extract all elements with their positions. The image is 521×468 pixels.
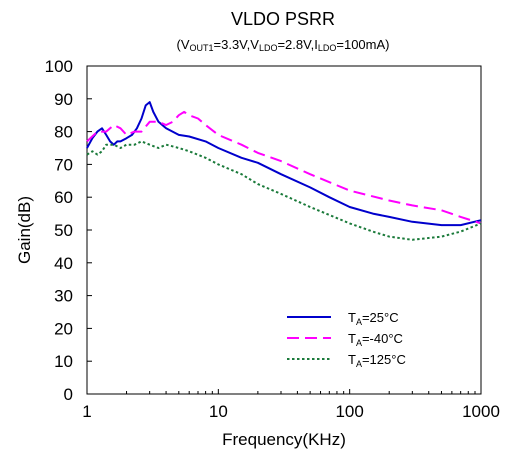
series-lines bbox=[86, 101, 482, 241]
series-line-2 bbox=[86, 110, 482, 225]
series-line-3 bbox=[86, 140, 482, 241]
legend-label-2: TA=-40°C bbox=[348, 331, 403, 348]
subtitle-ildo-val: =100mA) bbox=[336, 37, 389, 52]
subtitle-vout-val: =3.3V, bbox=[214, 37, 251, 52]
chart-title: VLDO PSRR bbox=[231, 9, 335, 29]
y-tick-label: 80 bbox=[54, 123, 73, 142]
legend-label-1: TA=25°C bbox=[348, 310, 399, 327]
x-tick-label: 1000 bbox=[462, 402, 500, 421]
legend: TA=25°C TA=-40°C TA=125°C bbox=[287, 310, 406, 369]
legend-label-3: TA=125°C bbox=[348, 352, 406, 369]
y-tick-label: 70 bbox=[54, 155, 73, 174]
subtitle-vldo-val: =2.8V, bbox=[277, 37, 314, 52]
subtitle-vldo: V bbox=[250, 37, 259, 52]
y-tick-label: 90 bbox=[54, 90, 73, 109]
y-tick-label: 10 bbox=[54, 352, 73, 371]
chart-subtitle: (VOUT1=3.3V,VLDO=2.8V,ILDO=100mA) bbox=[177, 37, 390, 53]
x-axis-label: Frequency(KHz) bbox=[222, 430, 346, 449]
subtitle-vldo-sub: LDO bbox=[259, 43, 278, 53]
y-tick-label: 40 bbox=[54, 254, 73, 273]
y-axis-ticks: 0 10 20 30 40 50 60 70 80 90 100 bbox=[45, 57, 92, 404]
subtitle-ildo: I bbox=[314, 37, 318, 52]
subtitle-vout-sub: OUT1 bbox=[190, 43, 214, 53]
y-tick-label: 100 bbox=[45, 57, 73, 76]
y-tick-label: 20 bbox=[54, 319, 73, 338]
x-tick-label: 10 bbox=[209, 402, 228, 421]
subtitle-prefix: (V bbox=[177, 37, 190, 52]
y-tick-label: 0 bbox=[64, 385, 73, 404]
series-line-1 bbox=[86, 101, 482, 227]
x-tick-label: 100 bbox=[335, 402, 363, 421]
subtitle-ildo-sub: LDO bbox=[318, 43, 337, 53]
x-axis-ticks: 1 10 100 1000 bbox=[82, 389, 500, 421]
plot-frame bbox=[86, 65, 482, 395]
y-tick-label: 60 bbox=[54, 188, 73, 207]
y-axis-label: Gain(dB) bbox=[15, 196, 34, 264]
x-tick-label: 1 bbox=[82, 402, 91, 421]
y-tick-label: 30 bbox=[54, 287, 73, 306]
y-tick-label: 50 bbox=[54, 221, 73, 240]
